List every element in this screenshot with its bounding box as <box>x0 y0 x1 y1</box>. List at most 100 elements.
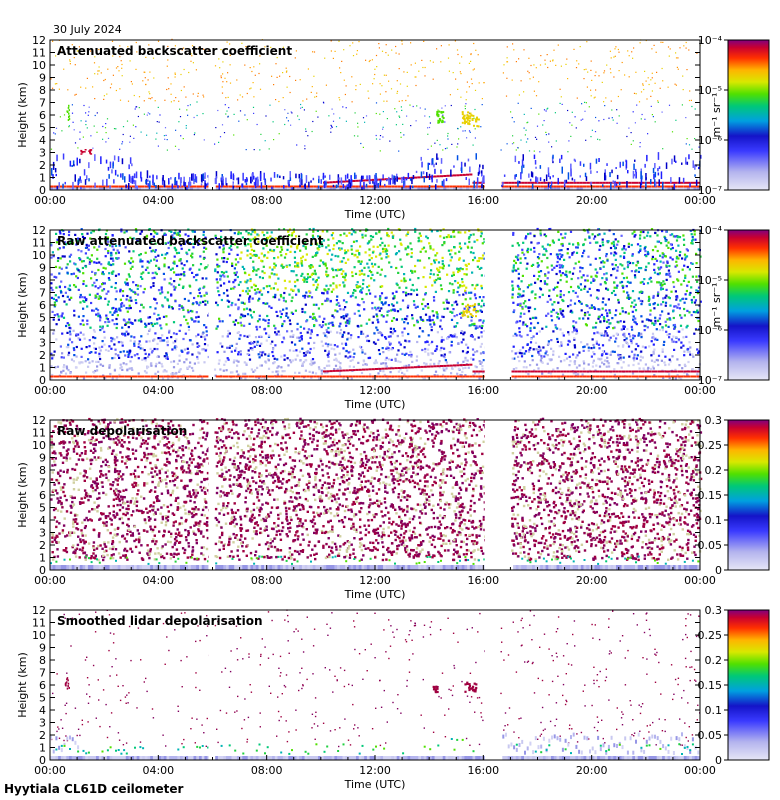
heatmap-cell <box>306 186 310 190</box>
heatmap-cell <box>616 122 618 124</box>
heatmap-cell <box>323 102 325 104</box>
heatmap-cell <box>583 345 586 348</box>
heatmap-cell <box>697 351 700 355</box>
heatmap-cell <box>408 354 411 357</box>
heatmap-cell <box>342 275 345 278</box>
heatmap-cell <box>300 338 303 342</box>
heatmap-cell <box>226 81 228 83</box>
heatmap-cell <box>301 106 303 108</box>
heatmap-cell <box>140 230 143 233</box>
heatmap-cell <box>588 287 591 290</box>
heatmap-cell <box>434 142 436 144</box>
heatmap-cell <box>237 232 240 236</box>
heatmap-cell <box>673 155 676 162</box>
heatmap-cell <box>245 363 248 366</box>
heatmap-cell <box>54 294 57 297</box>
heatmap-cell <box>167 59 169 61</box>
heatmap-cell <box>686 350 689 353</box>
heatmap-cell <box>88 261 92 264</box>
heatmap-cell <box>182 47 185 49</box>
heatmap-cell <box>54 168 57 173</box>
heatmap-cell <box>281 370 284 373</box>
heatmap-cell <box>55 173 57 177</box>
heatmap-cell <box>145 180 147 184</box>
heatmap-cell <box>226 183 228 186</box>
heatmap-cell <box>118 307 121 310</box>
heatmap-cell <box>468 86 470 88</box>
heatmap-cell <box>177 185 179 189</box>
heatmap-cell <box>533 246 536 250</box>
heatmap-cell <box>611 109 613 111</box>
heatmap-cell <box>240 251 243 254</box>
heatmap-cell <box>235 271 238 274</box>
heatmap-cell <box>301 272 304 275</box>
heatmap-cell <box>366 242 369 245</box>
heatmap-cell <box>683 45 685 47</box>
colorbar-tick-label: 10⁻⁵ <box>698 84 722 97</box>
heatmap-cell <box>255 291 258 294</box>
heatmap-cell <box>216 271 219 274</box>
heatmap-cell <box>56 185 60 188</box>
heatmap-cell <box>391 347 394 350</box>
heatmap-cell <box>528 72 530 74</box>
heatmap-cell <box>479 181 483 184</box>
heatmap-cell <box>258 356 261 359</box>
heatmap-cell <box>94 73 96 75</box>
heatmap-cell <box>556 281 560 284</box>
heatmap-cell <box>262 287 265 290</box>
heatmap-cell <box>236 253 239 256</box>
heatmap-cell <box>93 261 96 264</box>
heatmap-cell <box>271 186 273 189</box>
heatmap-cell <box>119 99 122 101</box>
heatmap-cell <box>304 145 306 147</box>
heatmap-cell <box>449 310 452 313</box>
heatmap-cell <box>218 320 221 323</box>
heatmap-cell <box>169 277 172 280</box>
heatmap-cell <box>374 68 376 70</box>
heatmap-cell <box>437 119 440 122</box>
heatmap-cell <box>287 364 290 367</box>
heatmap-cell <box>560 274 563 277</box>
heatmap-cell <box>294 371 297 374</box>
heatmap-cell <box>236 331 239 334</box>
heatmap-cell <box>364 121 366 123</box>
heatmap-cell <box>398 250 401 253</box>
heatmap-cell <box>367 356 370 360</box>
heatmap-cell <box>215 301 218 304</box>
heatmap-cell <box>121 368 124 371</box>
heatmap-cell <box>462 115 465 118</box>
heatmap-cell <box>536 348 539 351</box>
heatmap-cell <box>103 330 106 333</box>
heatmap-cell <box>525 267 528 270</box>
heatmap-cell <box>237 261 240 264</box>
heatmap-cell <box>414 62 416 64</box>
heatmap-cell <box>281 341 284 344</box>
heatmap-cell <box>112 162 114 169</box>
heatmap-cell <box>202 94 204 96</box>
heatmap-cell <box>68 104 70 107</box>
heatmap-cell <box>59 50 61 53</box>
heatmap-cell <box>295 173 297 179</box>
heatmap-cell <box>654 171 657 178</box>
heatmap-cell <box>447 264 451 267</box>
heatmap-cell <box>58 182 60 188</box>
heatmap-cell <box>125 283 128 286</box>
heatmap-cell <box>476 239 479 242</box>
heatmap-cell <box>216 286 219 289</box>
heatmap-cell <box>549 60 551 62</box>
heatmap-cell <box>249 239 252 242</box>
heatmap-cell <box>107 137 110 139</box>
heatmap-cell <box>264 179 266 183</box>
heatmap-cell <box>243 302 246 305</box>
heatmap-cell <box>258 186 262 190</box>
heatmap-cell <box>52 355 55 358</box>
heatmap-cell <box>331 253 334 256</box>
heatmap-cell <box>467 115 470 118</box>
heatmap-cell <box>641 300 644 303</box>
heatmap-cell <box>337 180 340 185</box>
heatmap-cell <box>138 107 140 109</box>
heatmap-cell <box>535 176 537 183</box>
heatmap-cell <box>128 318 131 321</box>
heatmap-cell <box>604 303 607 306</box>
heatmap-cell <box>137 115 139 118</box>
